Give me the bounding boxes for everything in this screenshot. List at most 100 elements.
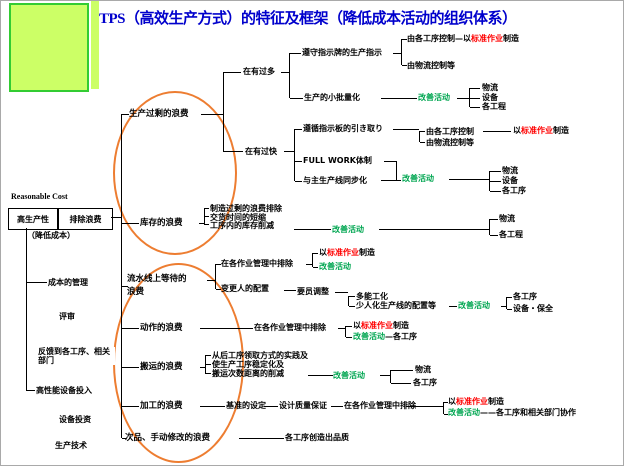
connector-line [419, 131, 420, 142]
connector-line [295, 181, 302, 182]
connector-line [444, 414, 448, 415]
std-work-red-label: 标准作业 [471, 34, 503, 43]
connector-line [346, 326, 352, 327]
cost-management-label: 成本的管理 [47, 278, 89, 287]
std-work-prefix: 以 [319, 248, 327, 257]
connector-line [489, 219, 490, 235]
connector-line [381, 98, 417, 99]
connector-line [457, 98, 469, 99]
transport-point-1: 从后工序领取方式的实践及 [212, 351, 308, 360]
kaizen-each-process-node: 改善活动—各工序 [353, 332, 417, 341]
connector-line [224, 151, 243, 152]
connector-line [122, 438, 126, 439]
connector-line [335, 292, 348, 293]
connector-line [295, 129, 302, 130]
ctrl-by-logistics-node: 由物流控制等 [407, 61, 455, 70]
small-batch-node: 生产的小批量化 [304, 93, 360, 102]
hiperf-equipment-label: 高性能设备投入 [35, 386, 93, 395]
connector-line [204, 208, 205, 225]
kaizen-label-5: 改善活动 [458, 301, 490, 310]
connector-line [401, 39, 402, 65]
waste-transport: 搬运的浪费 [140, 362, 183, 372]
connector-line [393, 53, 401, 54]
connector-line [281, 72, 289, 73]
std-work-red-label: 标准作业 [327, 248, 359, 257]
transport-point-3: 搬运次数距离的削减 [212, 369, 284, 378]
review-label: 评审 [58, 312, 76, 321]
feedback-label: 反馈到各工序、相关部门 [37, 347, 115, 365]
kaizen-label-2: 改善活动 [402, 174, 434, 183]
each-engineering-label-1: 各工程 [482, 102, 506, 111]
connector-line [289, 53, 290, 98]
equipment-label-1: 设备 [482, 93, 498, 102]
connector-line [122, 406, 139, 407]
logistics-label-2: 物流 [502, 166, 518, 175]
connector-line [284, 290, 296, 291]
connector-line [200, 406, 225, 407]
std-work-prefix: 以 [463, 34, 471, 43]
connector-line [490, 235, 498, 236]
connector-line [294, 229, 331, 230]
connector-line [122, 367, 139, 368]
few-workers-node: 少人化生产线的配置等 [356, 301, 436, 310]
multi-skill-node: 多能工化 [356, 292, 388, 301]
std-work-suffix: 制造 [359, 248, 375, 257]
connector-line [380, 375, 390, 376]
equip-invest-label: 设备投资 [58, 415, 92, 424]
green-bar [91, 1, 99, 89]
waste-motion: 动作的浪费 [140, 323, 183, 333]
connector-line [200, 328, 253, 329]
connector-line [306, 264, 312, 265]
connector-line [27, 390, 35, 391]
ctrl-by-process-label: 由各工序控制 [407, 34, 455, 43]
transport-point-2: 使生产工序稳定化及 [212, 360, 284, 369]
connector-line [312, 253, 313, 267]
connector-line [264, 406, 278, 407]
connector-line [294, 129, 295, 181]
waste-overproduction: 生产过剩的浪费 [129, 109, 189, 119]
connector-line [111, 217, 121, 218]
connector-line [470, 98, 480, 99]
equipment-label-2: 设备 [502, 176, 518, 185]
connector-line [284, 151, 294, 152]
each-process-label-3: 各工序 [513, 292, 537, 301]
connector-line [308, 375, 333, 376]
equip-maintenance-label: 设备・保全 [513, 304, 553, 313]
inventory-point-2: 交货时间的短缩 [210, 213, 266, 222]
kaizen-label-1: 改善活动 [418, 93, 450, 102]
connector-line [295, 161, 302, 162]
connector-line [391, 370, 413, 371]
connector-line [449, 306, 457, 307]
green-rectangle [9, 3, 89, 92]
ctrl-by-process-node: 由各工序控制—以标准作业制造 [407, 34, 519, 43]
page-title: TPS（高效生产方式）的特征及框架（降低成本活动的组织体系） [99, 11, 517, 27]
kaizen-label-8: 改善活动 [448, 408, 480, 417]
inventory-point-1: 制造过剩的浪费排除 [210, 204, 282, 213]
kanban-instruction-node: 遵守指示牌的生产指示 [302, 48, 382, 57]
std-work-red-label: 标准作业 [521, 126, 553, 135]
connector-line [449, 179, 489, 180]
connector-line [205, 208, 209, 209]
connector-line [122, 328, 139, 329]
standard-setting-node: 基准的设定 [226, 401, 266, 410]
connector-line [402, 39, 407, 40]
sync-main-line-node: 与主生产线同步化 [303, 176, 367, 185]
eliminate-in-ops-node-2: 在各作业管理中排除 [254, 323, 326, 332]
kaizen-label-6: 改善活动 [353, 332, 385, 341]
connector-line [469, 88, 470, 107]
std-work-node-5: 以标准作业制造 [448, 397, 504, 406]
connector-line [420, 142, 425, 143]
kaizen-label-3: 改善活动 [332, 225, 364, 234]
connector-line [207, 280, 215, 281]
connector-line [122, 114, 129, 115]
connector-line [349, 296, 355, 297]
connector-line [396, 161, 397, 180]
dash: —— [480, 408, 496, 417]
connector-line [205, 355, 206, 374]
connector-line [200, 367, 205, 368]
connector-line [384, 161, 396, 162]
each-process-label-5: 各工序 [413, 378, 437, 387]
connector-line [470, 88, 480, 89]
connector-line [206, 364, 211, 365]
